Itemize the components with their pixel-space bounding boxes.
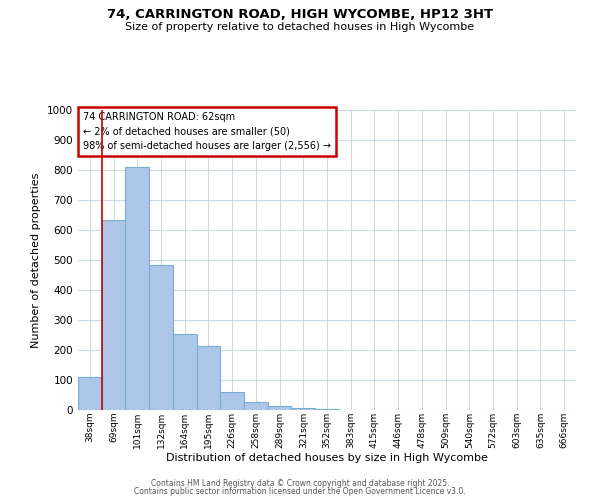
Text: 74 CARRINGTON ROAD: 62sqm
← 2% of detached houses are smaller (50)
98% of semi-d: 74 CARRINGTON ROAD: 62sqm ← 2% of detach… bbox=[83, 112, 331, 151]
Bar bbox=[292, 408, 315, 410]
Y-axis label: Number of detached properties: Number of detached properties bbox=[31, 172, 41, 348]
Bar bbox=[197, 346, 220, 410]
Bar bbox=[78, 377, 102, 410]
Bar bbox=[244, 402, 268, 410]
Text: Contains public sector information licensed under the Open Government Licence v3: Contains public sector information licen… bbox=[134, 487, 466, 496]
X-axis label: Distribution of detached houses by size in High Wycombe: Distribution of detached houses by size … bbox=[166, 454, 488, 464]
Bar bbox=[102, 220, 125, 410]
Bar bbox=[149, 264, 173, 410]
Text: Contains HM Land Registry data © Crown copyright and database right 2025.: Contains HM Land Registry data © Crown c… bbox=[151, 478, 449, 488]
Bar bbox=[315, 408, 339, 410]
Text: 74, CARRINGTON ROAD, HIGH WYCOMBE, HP12 3HT: 74, CARRINGTON ROAD, HIGH WYCOMBE, HP12 … bbox=[107, 8, 493, 20]
Bar bbox=[268, 406, 292, 410]
Bar bbox=[220, 392, 244, 410]
Bar bbox=[125, 167, 149, 410]
Text: Size of property relative to detached houses in High Wycombe: Size of property relative to detached ho… bbox=[125, 22, 475, 32]
Bar bbox=[173, 334, 197, 410]
